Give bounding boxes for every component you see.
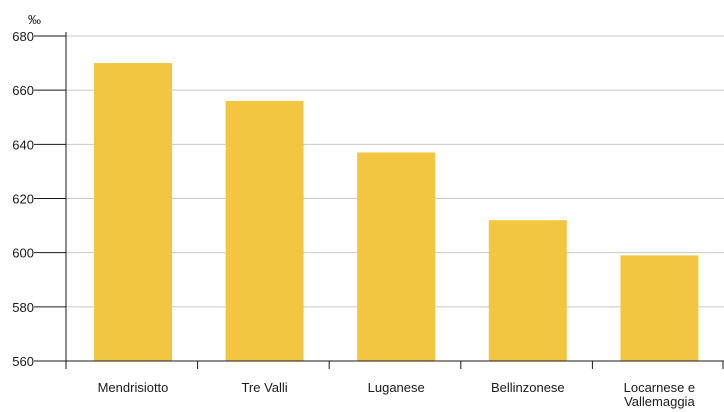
x-axis-category-labels: Mendrisiotto Tre Valli Luganese Bellinzones… [98, 380, 696, 409]
y-tick-label: 620 [12, 192, 34, 207]
x-category-label: Vallemaggia [624, 394, 695, 409]
bar [94, 63, 172, 361]
y-axis-tick-labels: 560 580 600 620 640 660 680 [12, 29, 66, 369]
x-category-label: Luganese [368, 380, 425, 395]
bar [620, 255, 699, 361]
x-category-label: Bellinzonese [491, 380, 565, 395]
bar [357, 152, 436, 361]
x-category-label: Locarnese e [624, 380, 696, 395]
axes [65, 32, 724, 369]
x-category-label: Tre Valli [241, 380, 287, 395]
y-tick-label: 680 [12, 29, 34, 44]
y-tick-label: 560 [12, 354, 34, 369]
bar [488, 220, 567, 361]
y-tick-label: 660 [12, 83, 34, 98]
y-tick-label: 600 [12, 246, 34, 261]
y-axis-unit-label: ‰ [28, 12, 41, 27]
y-tick-label: 580 [12, 300, 34, 315]
x-category-label: Mendrisiotto [98, 380, 169, 395]
bars [94, 63, 699, 361]
bar [225, 101, 304, 361]
y-tick-label: 640 [12, 137, 34, 152]
